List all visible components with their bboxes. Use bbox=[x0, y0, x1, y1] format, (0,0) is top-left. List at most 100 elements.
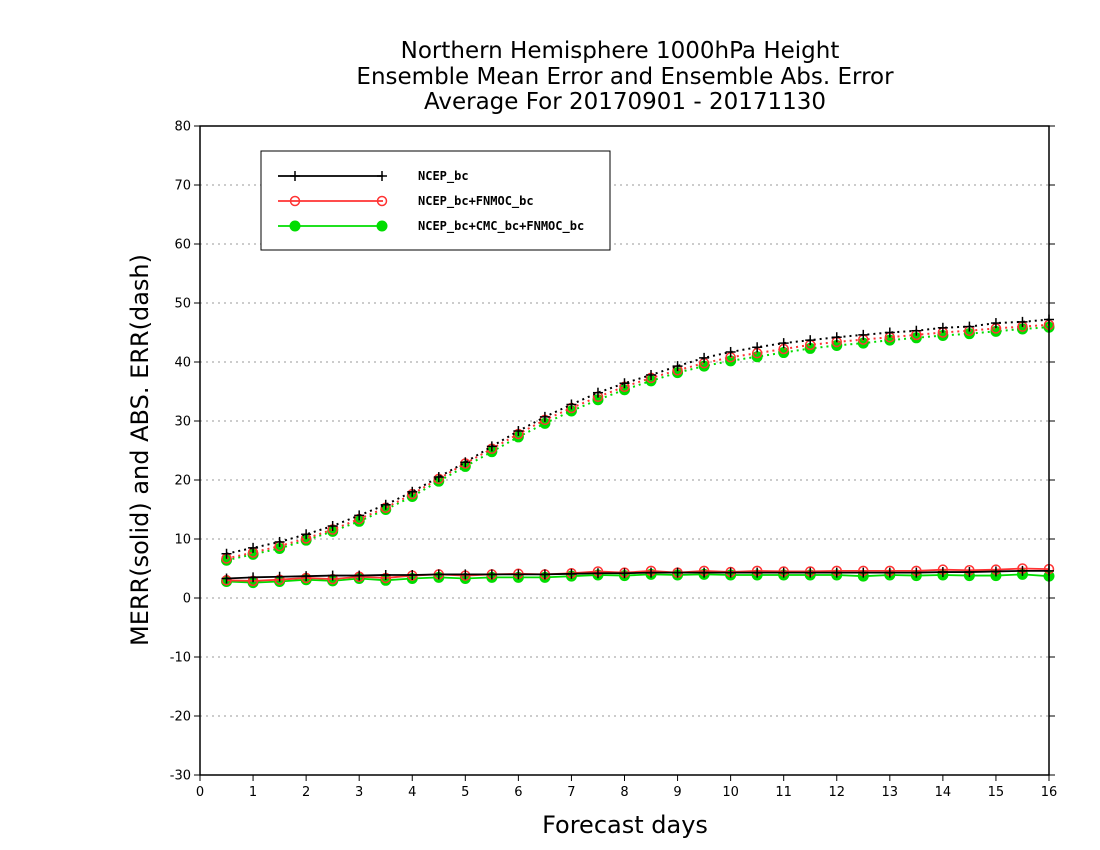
x-tick-label: 14 bbox=[935, 785, 952, 800]
data-point bbox=[619, 378, 630, 389]
data-point bbox=[964, 321, 975, 332]
data-point bbox=[752, 342, 763, 353]
data-point bbox=[990, 566, 1001, 577]
series-line-abs-err bbox=[226, 323, 1050, 560]
x-tick-label: 0 bbox=[196, 785, 204, 800]
data-point bbox=[380, 569, 391, 580]
data-point bbox=[725, 567, 736, 578]
data-point bbox=[221, 573, 232, 584]
data-point bbox=[460, 569, 471, 580]
series-line-abs-err bbox=[226, 326, 1050, 562]
data-point bbox=[990, 318, 1001, 329]
y-tick-label: 0 bbox=[183, 592, 191, 607]
data-point bbox=[539, 569, 550, 580]
y-tick-label: 70 bbox=[174, 179, 191, 194]
data-point bbox=[778, 338, 789, 349]
chart-title-line-2: Ensemble Mean Error and Ensemble Abs. Er… bbox=[356, 64, 894, 90]
legend-label: NCEP_bc bbox=[418, 169, 469, 184]
y-tick-label: -10 bbox=[170, 651, 191, 666]
data-point bbox=[592, 568, 603, 579]
grid-lines bbox=[200, 184, 1049, 717]
x-axis: 0 1 2 3 4 5 6 7 8 9 10 11 12 13 14 15 16 bbox=[196, 775, 1057, 800]
legend: NCEP_bc NCEP_bc+FNMOC_bc NCEP_bc+CMC_bc+FN… bbox=[260, 150, 611, 251]
y-tick-label: 40 bbox=[174, 356, 191, 371]
data-point bbox=[858, 329, 869, 340]
x-tick-label: 15 bbox=[988, 785, 1005, 800]
x-tick-label: 11 bbox=[775, 785, 792, 800]
data-point bbox=[289, 220, 301, 232]
x-tick-label: 1 bbox=[249, 785, 257, 800]
data-point bbox=[805, 335, 816, 346]
series-line-abs-err bbox=[226, 318, 1050, 555]
data-point bbox=[831, 567, 842, 578]
data-point bbox=[327, 570, 338, 581]
data-point bbox=[619, 568, 630, 579]
x-tick-label: 12 bbox=[828, 785, 845, 800]
data-point bbox=[486, 569, 497, 580]
data-point bbox=[831, 332, 842, 343]
data-point bbox=[301, 529, 312, 540]
data-point bbox=[672, 567, 683, 578]
plot-series bbox=[221, 314, 1055, 589]
data-point bbox=[699, 567, 710, 578]
data-point bbox=[592, 387, 603, 398]
y-axis: -30 -20 -10 0 10 20 30 40 50 60 70 80 bbox=[170, 120, 1055, 784]
data-point bbox=[513, 569, 524, 580]
data-point bbox=[805, 567, 816, 578]
x-tick-label: 10 bbox=[722, 785, 739, 800]
x-tick-label: 16 bbox=[1041, 785, 1058, 800]
y-tick-label: -30 bbox=[170, 769, 191, 784]
y-tick-label: 30 bbox=[174, 415, 191, 430]
data-point bbox=[725, 346, 736, 357]
data-point bbox=[884, 567, 895, 578]
data-point bbox=[460, 457, 471, 468]
data-point bbox=[911, 325, 922, 336]
data-point bbox=[407, 486, 418, 497]
x-tick-label: 5 bbox=[461, 785, 469, 800]
data-point bbox=[376, 195, 388, 207]
x-tick-label: 6 bbox=[514, 785, 522, 800]
data-point bbox=[539, 411, 550, 422]
plot-frame bbox=[199, 125, 1050, 776]
y-tick-label: 50 bbox=[174, 297, 191, 312]
data-point bbox=[380, 499, 391, 510]
y-tick-label: 20 bbox=[174, 474, 191, 489]
data-point bbox=[221, 548, 232, 559]
x-tick-label: 7 bbox=[567, 785, 575, 800]
y-tick-label: 10 bbox=[174, 533, 191, 548]
y-tick-label: -20 bbox=[170, 710, 191, 725]
data-point bbox=[486, 441, 497, 452]
data-point bbox=[274, 571, 285, 582]
data-point bbox=[937, 322, 948, 333]
legend-label: NCEP_bc+CMC_bc+FNMOC_bc bbox=[418, 219, 584, 234]
y-axis-label: MERR(solid) and ABS. ERR(dash) bbox=[126, 254, 154, 646]
data-point bbox=[699, 352, 710, 363]
data-point bbox=[274, 536, 285, 547]
data-point bbox=[248, 572, 259, 583]
chart-title-line-3: Average For 20170901 - 20171130 bbox=[424, 89, 826, 115]
data-point bbox=[290, 171, 300, 181]
data-point bbox=[752, 567, 763, 578]
data-point bbox=[566, 399, 577, 410]
data-point bbox=[778, 567, 789, 578]
x-tick-label: 3 bbox=[355, 785, 363, 800]
data-point bbox=[301, 571, 312, 582]
data-point bbox=[1017, 565, 1028, 576]
x-axis-label: Forecast days bbox=[542, 811, 708, 839]
y-tick-label: 60 bbox=[174, 238, 191, 253]
data-point bbox=[646, 369, 657, 380]
x-tick-label: 4 bbox=[408, 785, 416, 800]
data-point bbox=[354, 510, 365, 521]
data-point bbox=[884, 327, 895, 338]
data-point bbox=[354, 570, 365, 581]
chart-title-line-1: Northern Hemisphere 1000hPa Height bbox=[401, 38, 840, 64]
x-tick-label: 9 bbox=[673, 785, 681, 800]
data-point bbox=[911, 567, 922, 578]
data-point bbox=[248, 542, 259, 553]
data-point bbox=[646, 567, 657, 578]
data-point bbox=[964, 567, 975, 578]
data-point bbox=[566, 568, 577, 579]
data-point bbox=[327, 521, 338, 532]
y-tick-label: 80 bbox=[174, 120, 191, 135]
